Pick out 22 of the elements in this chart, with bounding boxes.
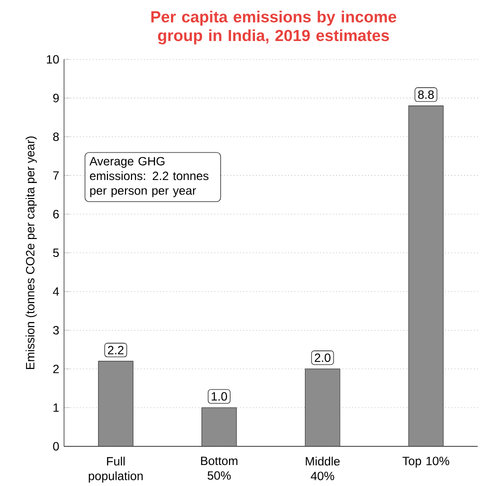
y-axis-title: Emission (tonnes CO2e per capita per year) — [26, 136, 37, 369]
x-tick-label: Middle 40% — [306, 456, 340, 480]
data-label: 8.8 — [418, 90, 434, 99]
y-tick-label: 3 — [53, 326, 59, 334]
x-tick-label: Bottom 50% — [201, 456, 238, 480]
data-label: 2.2 — [108, 346, 124, 354]
y-tick-label: 1 — [54, 403, 59, 412]
y-tick-label: 2 — [53, 364, 59, 373]
annotation: Average GHG emissions: 2.2 tonnes per person per year — [89, 156, 208, 198]
y-tick-label: 7 — [53, 171, 59, 180]
y-tick-label: 4 — [52, 287, 59, 296]
x-tick-label: Full population — [88, 456, 143, 482]
y-tick-label: 5 — [53, 248, 59, 257]
data-label: 1.0 — [212, 392, 228, 401]
chart-title: Per capita emissions by income group in India, 2019 estimates — [151, 10, 396, 44]
y-tick-label: 9 — [53, 94, 59, 102]
x-tick-label: Top 10% — [402, 456, 450, 468]
data-label: 2.0 — [314, 353, 330, 362]
y-tick-label: 6 — [53, 210, 59, 218]
y-tick-label: 8 — [53, 132, 59, 141]
y-tick-label: 10 — [46, 54, 59, 64]
y-tick-label: 0 — [53, 442, 59, 450]
